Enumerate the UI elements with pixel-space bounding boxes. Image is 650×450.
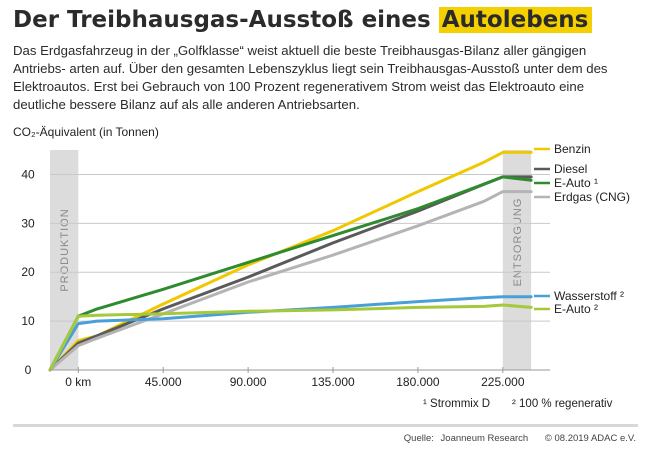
axes: 0 10 20 30 40 0 km 45.000 90.000 135.000 180.000 2… — [21, 167, 550, 389]
series-label: E-Auto ¹ — [554, 176, 598, 190]
series-line — [48, 303, 533, 372]
source-line: Quelle: Joanneum Research © 08.2019 ADAC… — [400, 433, 636, 444]
phase-band-label: ENTSORGUNG — [512, 198, 524, 287]
copyright: © 08.2019 ADAC e.V. — [544, 433, 636, 444]
page-title: Der Treibhausgas-Ausstoß eines Autoleben… — [13, 4, 593, 36]
x-tick-label: 180.000 — [396, 375, 440, 389]
series-label: Erdgas (CNG) — [554, 190, 630, 204]
series-label: Diesel — [554, 162, 587, 176]
series-line — [48, 175, 533, 372]
phase-band-label: PRODUKTION — [59, 208, 71, 291]
series-lines — [48, 150, 533, 372]
subtitle: Das Erdgasfahrzeug in der „Golfklasse“ w… — [13, 43, 608, 112]
y-tick-label: 0 — [25, 363, 32, 377]
x-tick-label: 0 km — [65, 375, 91, 389]
series-label: Benzin — [554, 142, 591, 156]
y-tick-label: 10 — [21, 314, 35, 328]
x-tick-label: 90.000 — [230, 375, 267, 389]
y-tick-label: 20 — [21, 265, 35, 279]
y-tick-label: 40 — [21, 167, 35, 181]
series-line — [48, 175, 533, 372]
y-axis-label: CO₂-Äquivalent (in Tonnen) — [13, 125, 159, 139]
x-tick-label: 45.000 — [145, 375, 182, 389]
source-name: Joanneum Research — [440, 433, 529, 444]
bottom-divider — [13, 424, 638, 427]
source-label: Quelle: — [403, 433, 434, 444]
chart-footnotes: ¹ Strommix D ² 100 % regenerativ — [423, 398, 613, 410]
footnote: ² 100 % regenerativ — [512, 398, 613, 410]
x-tick-label: 225.000 — [481, 375, 525, 389]
footnote: ¹ Strommix D — [423, 398, 490, 410]
series-line — [48, 190, 533, 372]
title-main: Der Treibhausgas-Ausstoß eines — [13, 7, 431, 33]
y-tick-label: 30 — [21, 216, 35, 230]
title-highlight: Autolebens — [438, 7, 593, 33]
x-tick-label: 135.000 — [311, 375, 355, 389]
series-label: E-Auto ² — [554, 302, 598, 316]
phase-band — [502, 150, 532, 370]
phase-bands: PRODUKTION ENTSORGUNG — [50, 150, 532, 370]
series-label: Wasserstoff ² — [554, 289, 624, 303]
